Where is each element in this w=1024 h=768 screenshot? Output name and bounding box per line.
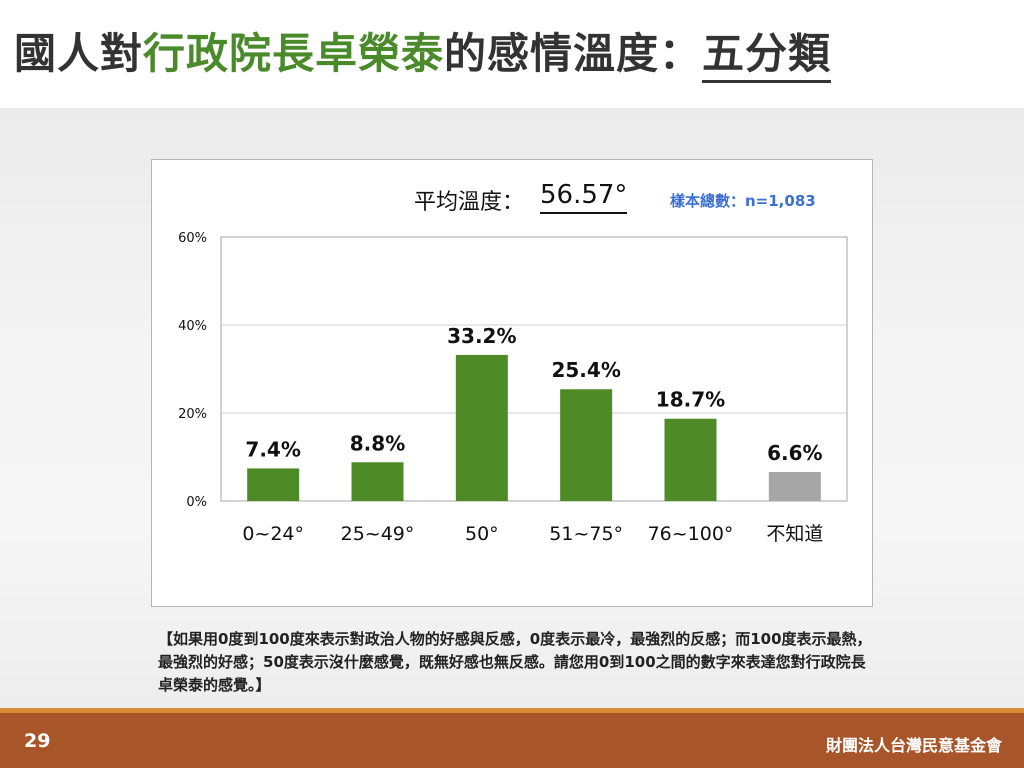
data-label: 8.8% [350,431,405,455]
bar [664,418,717,501]
data-label: 33.2% [447,324,516,348]
average-value: 56.57° [540,180,628,214]
title-middle: 的感情溫度： [444,29,703,78]
y-tick-label: 60% [178,231,207,246]
page-title: 國人對行政院長卓榮泰的感情溫度：五分類 [14,20,832,83]
chart-frame [151,159,873,607]
title-highlight: 行政院長卓榮泰 [143,29,445,78]
footer-accent-line [0,708,1024,713]
title-prefix: 國人對 [14,29,144,78]
data-label: 25.4% [551,358,620,382]
data-label: 7.4% [245,437,300,461]
y-tick-label: 40% [178,319,207,334]
data-label: 18.7% [656,388,725,412]
bar [768,471,821,501]
x-tick-label: 51~75° [549,523,623,545]
average-label: 平均溫度： [414,190,525,215]
sample-size: 樣本總數：n=1,083 [670,192,816,210]
x-tick-label: 不知道 [766,523,823,545]
x-tick-label: 25~49° [341,523,415,545]
bar-chart: 0% 20% 40% 60% 7.4% 0~24° 8.8% 25~49° 33.2% 50° 25… [178,231,848,545]
bar [455,354,508,501]
title-bar: 國人對行政院長卓榮泰的感情溫度：五分類 [0,0,1024,108]
bar [560,389,613,501]
bar [351,462,404,501]
y-tick-label: 0% [186,495,207,510]
bar [247,468,300,501]
footer-bar [0,713,1024,768]
data-label: 6.6% [767,441,822,465]
plot-area-border [220,236,848,502]
title-suffix: 五分類 [702,29,832,83]
x-tick-label: 76~100° [648,523,734,545]
x-tick-label: 0~24° [242,523,304,545]
question-note: 【如果用0度到100度來表示對政治人物的好感與反感，0度表示最冷，最強烈的反感；… [158,630,872,694]
page-number: 29 [24,730,51,752]
y-tick-label: 20% [178,407,207,422]
x-tick-label: 50° [465,523,499,545]
organization-name: 財團法人台灣民意基金會 [825,736,1002,755]
